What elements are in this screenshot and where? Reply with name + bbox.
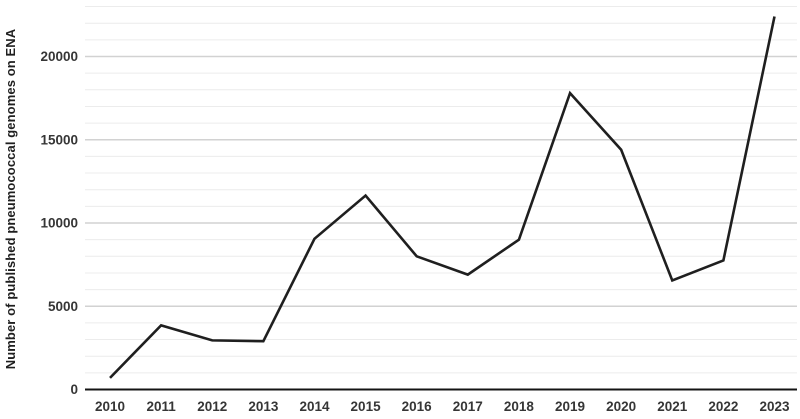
- y-axis-title-text: Number of published pneumococcal genomes…: [3, 28, 18, 370]
- x-tick-label: 2020: [606, 399, 636, 414]
- x-tick-label: 2014: [299, 399, 330, 414]
- x-tick-label: 2023: [759, 399, 790, 414]
- x-tick-label: 2018: [504, 399, 535, 414]
- x-tick-label: 2010: [95, 399, 125, 414]
- x-tick-label: 2017: [453, 399, 483, 414]
- x-tick-label: 2012: [197, 399, 227, 414]
- x-tick-label: 2013: [248, 399, 279, 414]
- y-tick-label: 15000: [40, 132, 78, 147]
- x-tick-label: 2011: [146, 399, 176, 414]
- x-tick-label: 2016: [402, 399, 433, 414]
- y-tick-label: 10000: [40, 216, 78, 231]
- x-tick-label: 2019: [555, 399, 585, 414]
- x-tick-label: 2015: [351, 399, 382, 414]
- x-tick-label: 2021: [657, 399, 688, 414]
- data-series-line: [109, 16, 776, 379]
- y-tick-label: 5000: [48, 299, 78, 314]
- y-tick-label: 0: [70, 382, 78, 397]
- y-tick-label: 20000: [40, 49, 78, 64]
- x-tick-label: 2022: [708, 399, 738, 414]
